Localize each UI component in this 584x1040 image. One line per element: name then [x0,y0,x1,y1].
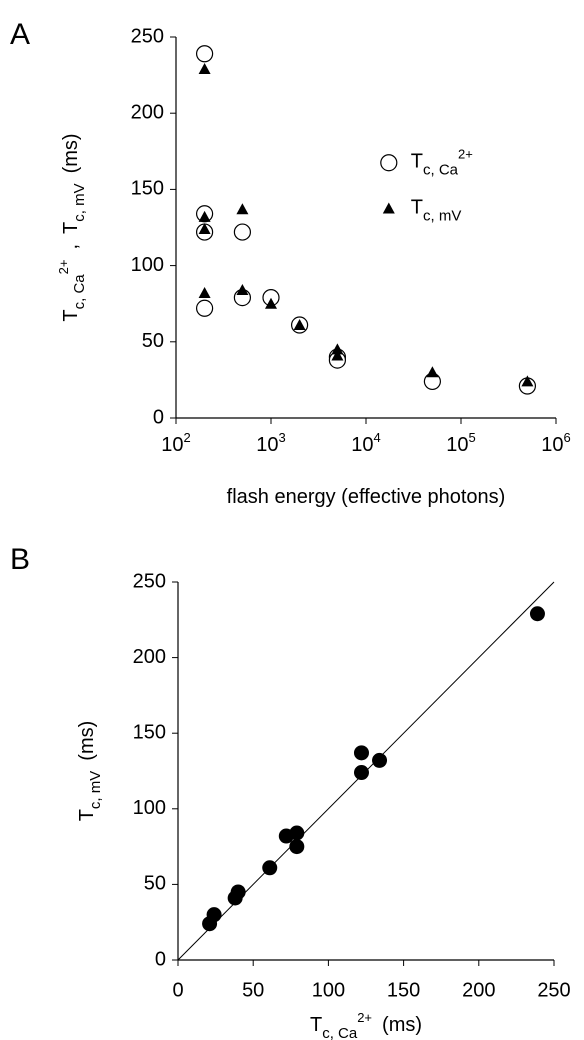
text-part: (ms) [382,1014,422,1036]
point [426,366,439,378]
text-part: T [76,809,98,821]
x-tick-label: 200 [462,979,495,1001]
text-part: c, mV [71,183,88,221]
point [289,825,305,841]
point [262,860,278,876]
text-part: T [411,197,423,219]
text-part: T [60,222,82,234]
y-tick-label: 100 [133,797,166,819]
text-part: 4 [374,430,381,445]
panel-label: B [10,543,30,576]
y-tick-label: 250 [131,25,164,47]
point [233,223,252,241]
point [227,890,243,906]
y-tick-label: 200 [131,101,164,123]
text-part: (ms) [60,133,82,173]
x-tick-label: 150 [387,979,420,1001]
text-part: 10 [351,434,373,456]
legend-marker [380,154,398,172]
panel-label: A [10,18,30,51]
text-part: , [60,244,82,250]
y-tick-label: 0 [153,406,164,428]
point [353,745,369,761]
point [529,606,545,622]
y-tick-label: 100 [131,254,164,276]
text-part: 10 [161,434,183,456]
y-tick-label: 50 [142,330,164,352]
text-part: 5 [469,430,476,445]
x-tick-label: 103 [256,430,285,456]
y-tick-label: 250 [133,570,166,592]
text-part: 6 [564,430,571,445]
y-tick-label: 200 [133,646,166,668]
text-part: 3 [279,430,286,445]
point [331,343,344,355]
text-part: 2 [184,430,191,445]
text-part: c, Ca [322,1025,358,1040]
point [198,223,211,235]
text-part: c, mV [423,208,461,225]
legend-marker [382,202,395,214]
y-tick-label: 0 [155,948,166,970]
y-tick-label: 150 [131,178,164,200]
text-part: 2+ [458,147,473,162]
y-axis-label: Tc, Ca2+, Tc, mV (ms) [56,133,89,321]
text-part: 2+ [357,1010,372,1025]
text-part: (ms) [76,721,98,761]
point [331,349,344,361]
text-part: c, mV [87,771,104,809]
x-tick-label: 102 [161,430,190,456]
point [265,297,277,309]
x-axis-label: flash energy (effective photons) [227,486,506,508]
x-tick-label: 250 [537,979,570,1001]
point [198,63,211,75]
point [521,375,534,387]
x-tick-label: 106 [541,430,570,456]
text-part: T [310,1014,322,1036]
x-tick-label: 105 [446,430,475,456]
point [195,299,214,317]
y-tick-label: 150 [133,721,166,743]
point [236,203,249,215]
point [198,210,211,222]
point [202,916,218,932]
x-tick-label: 100 [312,979,345,1001]
text-part: flash energy (effective photons) [227,486,506,508]
point [195,45,214,63]
point [293,319,306,331]
legend-label: Tc, mV [411,197,462,225]
point [198,287,211,299]
text-part: 2+ [56,260,71,275]
text-part: c, Ca [71,274,88,310]
y-tick-label: 50 [144,873,166,895]
x-tick-label: 50 [242,979,264,1001]
point [372,752,388,768]
text-part: 10 [541,434,563,456]
legend-label: Tc, Ca2+ [411,147,473,180]
x-axis-label: Tc, Ca2+ (ms) [310,1010,422,1040]
x-tick-label: 0 [172,979,183,1001]
point [289,839,305,855]
y-axis-label: Tc, mV (ms) [76,721,104,822]
text-part: c, Ca [423,162,459,179]
text-part: T [60,309,82,321]
text-part: T [411,151,423,173]
point [353,765,369,781]
text-part: 10 [256,434,278,456]
text-part: 10 [446,434,468,456]
point [236,283,249,295]
x-tick-label: 104 [351,430,380,456]
